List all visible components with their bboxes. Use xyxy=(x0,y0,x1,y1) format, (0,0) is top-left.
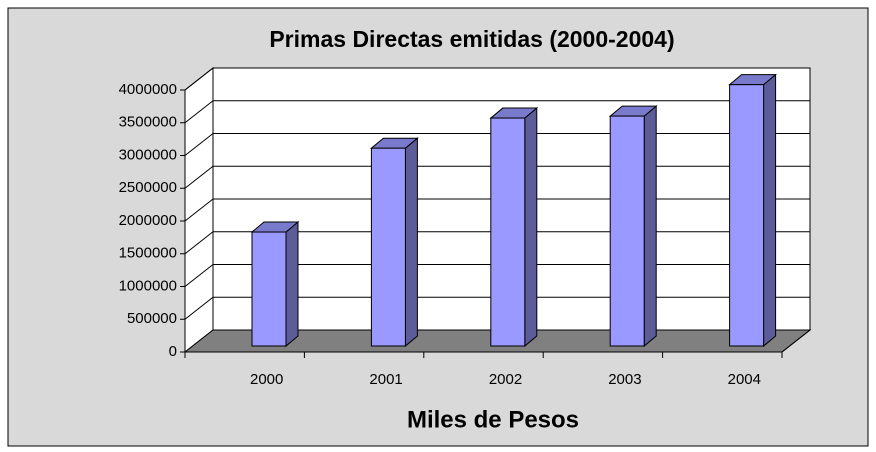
grid-line xyxy=(184,133,214,156)
grid-line xyxy=(184,198,214,222)
bar xyxy=(251,231,287,347)
bar-side xyxy=(285,220,299,348)
x-tick-label: 2000 xyxy=(250,371,283,388)
y-tick-label: 1000000 xyxy=(119,277,177,294)
grid-line xyxy=(184,231,214,255)
x-tick-label: 2004 xyxy=(728,371,761,388)
grid-line xyxy=(184,67,214,91)
chart-title: Primas Directas emitidas (2000-2004) xyxy=(269,26,674,52)
bar xyxy=(729,84,765,347)
bar-side xyxy=(524,106,538,348)
grid-line xyxy=(184,296,214,320)
bar xyxy=(490,117,526,347)
y-tick-label: 3500000 xyxy=(119,114,177,131)
grid-line xyxy=(184,165,214,189)
bar xyxy=(370,147,406,347)
x-axis-title: Miles de Pesos xyxy=(407,406,579,433)
y-tick-label: 2000000 xyxy=(119,212,177,229)
bar-side xyxy=(763,73,777,348)
x-tick-label: 2001 xyxy=(369,371,402,388)
y-tick-label: 500000 xyxy=(127,310,177,327)
grid-line xyxy=(184,264,214,287)
y-tick-label: 3000000 xyxy=(119,146,177,163)
x-tick-label: 2002 xyxy=(489,371,522,388)
bar-side xyxy=(643,105,657,348)
x-axis-depth xyxy=(781,329,811,353)
y-tick-label: 0 xyxy=(169,343,177,360)
y-tick-label: 4000000 xyxy=(119,81,177,98)
y-tick-label: 2500000 xyxy=(119,179,177,196)
x-tick-label: 2003 xyxy=(608,371,641,388)
grid-line xyxy=(184,100,214,124)
bar-side xyxy=(404,137,418,348)
y-tick-label: 1500000 xyxy=(119,245,177,262)
bar xyxy=(609,115,645,347)
